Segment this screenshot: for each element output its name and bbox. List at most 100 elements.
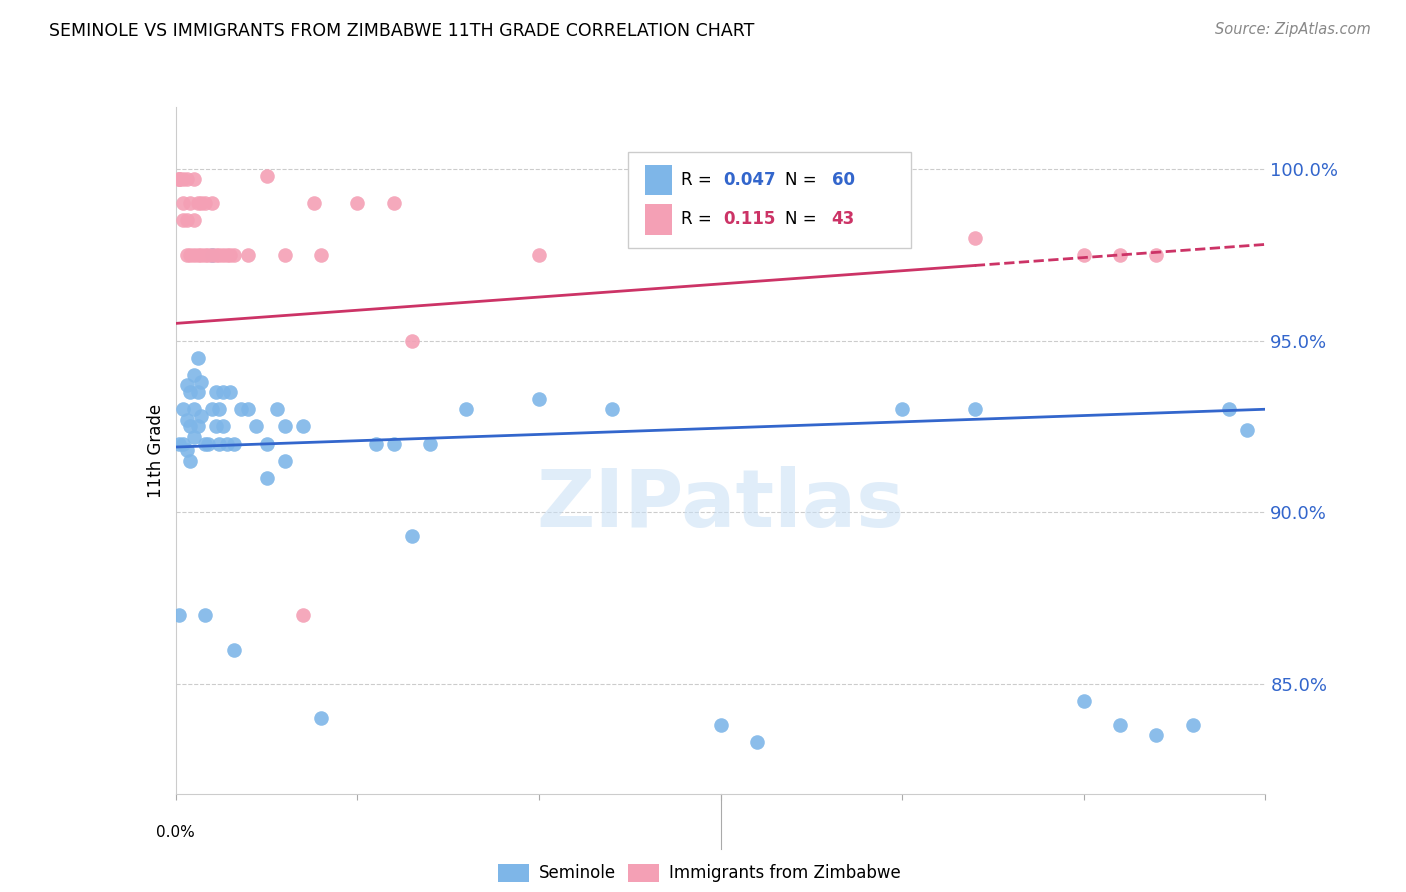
Point	[186, 351, 209, 365]
Point	[219, 248, 242, 262]
Point	[274, 454, 297, 468]
Point	[382, 436, 405, 450]
Point	[204, 248, 226, 262]
Point	[231, 402, 253, 417]
Point	[204, 385, 226, 400]
Text: Immigrants from Zimbabwe: Immigrants from Zimbabwe	[669, 864, 901, 882]
Text: R =: R =	[682, 171, 717, 189]
Point	[204, 419, 226, 434]
Point	[212, 385, 235, 400]
Point	[222, 642, 245, 657]
Point	[190, 196, 212, 211]
Point	[201, 248, 224, 262]
Point	[197, 248, 219, 262]
Point	[710, 718, 733, 732]
Text: R =: R =	[682, 211, 717, 228]
Point	[176, 378, 198, 392]
Text: Source: ZipAtlas.com: Source: ZipAtlas.com	[1215, 22, 1371, 37]
Point	[1181, 718, 1204, 732]
Point	[179, 454, 201, 468]
Point	[1109, 718, 1132, 732]
Point	[256, 436, 278, 450]
Point	[201, 196, 224, 211]
Point	[309, 711, 332, 725]
Point	[179, 248, 201, 262]
Point	[169, 436, 191, 450]
Text: 0.0%: 0.0%	[156, 825, 195, 839]
Point	[176, 248, 198, 262]
Point	[456, 402, 478, 417]
Point	[1236, 423, 1258, 437]
Point	[212, 248, 235, 262]
Point	[183, 213, 205, 227]
Point	[302, 196, 325, 211]
Point	[527, 248, 550, 262]
Point	[212, 419, 235, 434]
Point	[215, 436, 238, 450]
Point	[1109, 248, 1132, 262]
Point	[1146, 729, 1168, 743]
Y-axis label: 11th Grade: 11th Grade	[146, 403, 165, 498]
Point	[208, 248, 231, 262]
Point	[527, 392, 550, 406]
Point	[172, 196, 194, 211]
Point	[186, 419, 209, 434]
Point	[190, 248, 212, 262]
Point	[222, 436, 245, 450]
Point	[183, 248, 205, 262]
Point	[172, 172, 194, 186]
Point	[419, 436, 441, 450]
Point	[183, 172, 205, 186]
Point	[183, 430, 205, 444]
Point	[291, 608, 314, 623]
Point	[891, 402, 914, 417]
Point	[963, 402, 986, 417]
Point	[745, 735, 768, 749]
FancyBboxPatch shape	[628, 152, 911, 248]
Point	[194, 196, 217, 211]
Point	[1073, 694, 1095, 708]
Point	[238, 248, 260, 262]
Point	[176, 412, 198, 426]
Point	[1073, 248, 1095, 262]
Point	[172, 402, 194, 417]
Text: N =: N =	[785, 211, 821, 228]
Point	[266, 402, 288, 417]
Point	[1146, 248, 1168, 262]
Text: Seminole: Seminole	[538, 864, 616, 882]
Point	[179, 419, 201, 434]
Point	[208, 436, 231, 450]
Point	[194, 436, 217, 450]
Point	[382, 196, 405, 211]
Text: 43: 43	[832, 211, 855, 228]
Point	[169, 172, 191, 186]
Point	[364, 436, 387, 450]
Point	[176, 213, 198, 227]
Text: SEMINOLE VS IMMIGRANTS FROM ZIMBABWE 11TH GRADE CORRELATION CHART: SEMINOLE VS IMMIGRANTS FROM ZIMBABWE 11T…	[49, 22, 755, 40]
Point	[238, 402, 260, 417]
Point	[201, 402, 224, 417]
Text: 60: 60	[832, 171, 855, 189]
Point	[274, 419, 297, 434]
Point	[600, 402, 623, 417]
Point	[346, 196, 368, 211]
Point	[176, 172, 198, 186]
Point	[245, 419, 267, 434]
Point	[215, 248, 238, 262]
FancyBboxPatch shape	[645, 204, 672, 235]
Text: 0.115: 0.115	[723, 211, 775, 228]
Point	[1218, 402, 1240, 417]
Point	[963, 230, 986, 244]
Point	[194, 248, 217, 262]
Point	[179, 385, 201, 400]
Text: 0.047: 0.047	[723, 171, 775, 189]
Point	[172, 213, 194, 227]
Point	[201, 248, 224, 262]
Text: N =: N =	[785, 171, 821, 189]
Point	[186, 196, 209, 211]
Point	[401, 529, 423, 543]
Point	[256, 169, 278, 183]
Point	[291, 419, 314, 434]
Point	[183, 368, 205, 382]
Point	[208, 402, 231, 417]
